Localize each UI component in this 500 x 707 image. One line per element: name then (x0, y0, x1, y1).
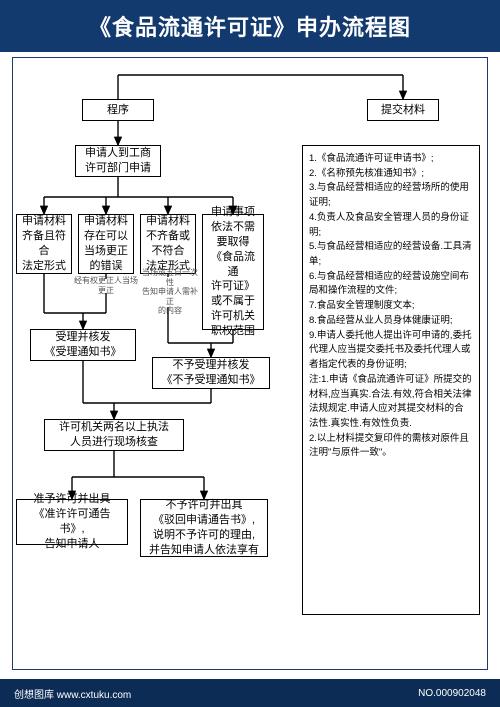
page-title: 《食品流通许可证》申办流程图 (89, 10, 411, 42)
node-reject-accept: 不予受理并核发 《不予受理通知书》 (152, 357, 270, 389)
node-deny: 不予许可并出具 《驳回申请通告书》, 说明不予许可的理由, 并告知申请人依法享有 (140, 499, 268, 557)
node-branch-d: 申请事项 依法不需 要取得 《食品流通 许可证》 或不属于 许可机关 职权范围 (202, 214, 264, 330)
node-accept: 受理并核发 《受理通知书》 (30, 329, 136, 361)
footer-bar: 创想图库 www.cxtuku.com NO.000902048 (0, 679, 500, 707)
node-branch-a: 申请材料 齐备且符合 法定形式 (16, 214, 72, 274)
materials-list: 1.《食品流通许可证申请书》; 2.《名称预先核准通知书》; 3.与食品经营相适… (302, 145, 480, 615)
node-grant: 准予许可并出具 《准许许可通告书》, 告知申请人 (16, 499, 128, 545)
flowchart-canvas: 程序 提交材料 申请人到工商 许可部门申请 申请材料 齐备且符合 法定形式 申请… (12, 57, 488, 670)
note-c: 当场或五日一次性 告知申请人需补正 的内容 (138, 277, 202, 307)
node-branch-b: 申请材料 存在可以 当场更正 的错误 (78, 214, 134, 274)
node-inspect: 许可机关两名以上执法 人员进行现场核查 (44, 419, 184, 451)
note-b: 经有权更正人当场更正 (72, 279, 140, 293)
header-bar: 《食品流通许可证》申办流程图 (0, 0, 500, 52)
node-branch-c: 申请材料 不齐备或 不符合 法定形式 (140, 214, 196, 274)
footer-right: NO.000902048 (418, 688, 486, 699)
node-procedure-header: 程序 (82, 99, 154, 121)
node-apply: 申请人到工商 许可部门申请 (75, 145, 161, 177)
footer-left: 创想图库 www.cxtuku.com (14, 686, 131, 701)
node-materials-header: 提交材料 (367, 99, 439, 121)
